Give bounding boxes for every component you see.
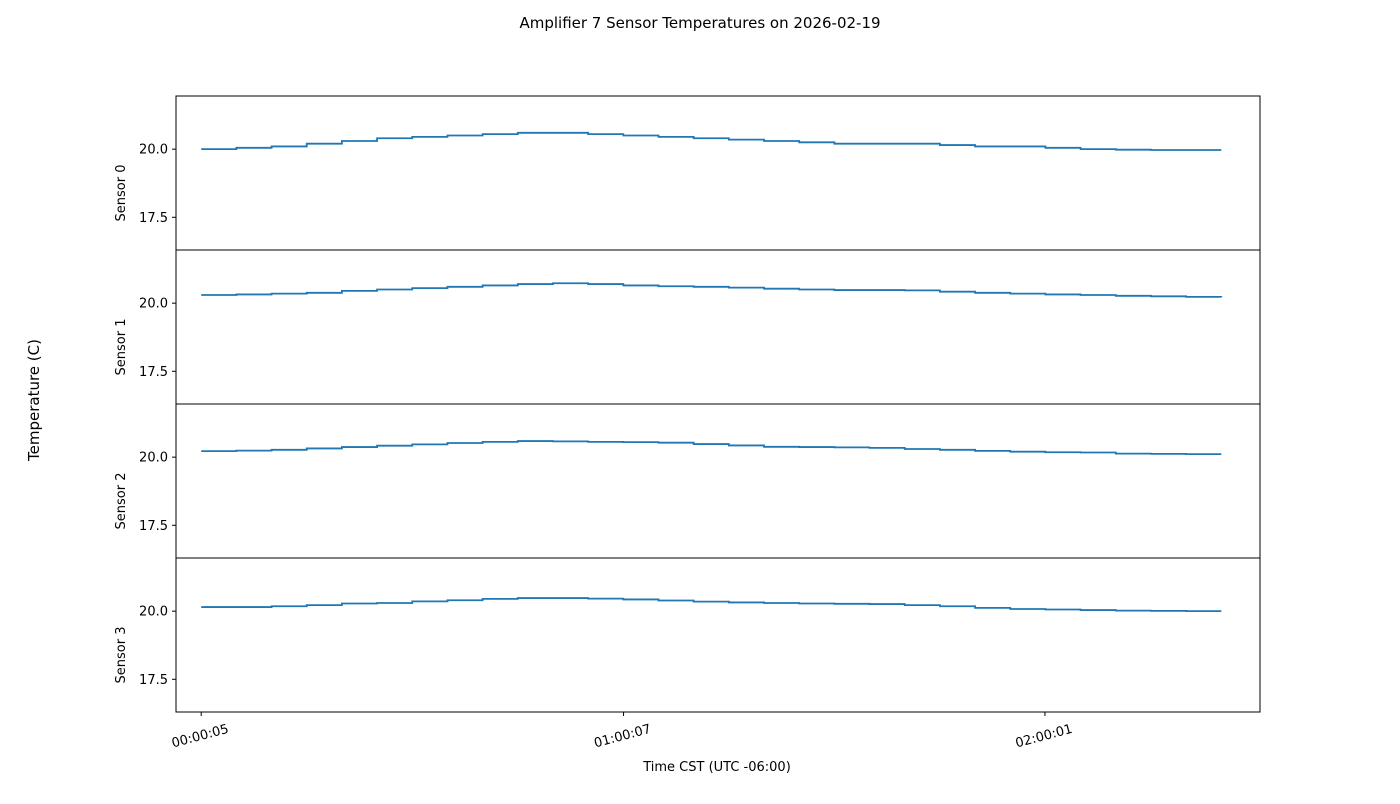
panel-frame-3 [175,557,1261,713]
x-axis-label: Time CST (UTC -06:00) [642,760,791,775]
series-line-sensor-1 [201,282,1223,298]
series-line-sensor-2 [201,440,1222,456]
panel-label-sensor-0: Sensor 0 [114,165,129,222]
y-tick-label: 17.5 [139,519,168,534]
series-line-sensor-0 [201,131,1222,151]
panel-label-sensor-1: Sensor 1 [114,319,129,376]
y-axis-label: Temperature (C) [25,339,43,462]
chart-title: Amplifier 7 Sensor Temperatures on 2026-… [519,14,880,32]
y-tick-label: 20.0 [139,451,168,466]
panel-label-sensor-3: Sensor 3 [114,627,129,684]
y-tick-label: 17.5 [139,673,168,688]
y-tick-label: 17.5 [139,365,168,380]
y-tick-label: 20.0 [139,605,168,620]
series-line-sensor-3 [201,597,1222,613]
x-tick-label: 02:00:01 [1014,722,1074,752]
panel-frame-1 [175,249,1261,405]
panel-label-sensor-2: Sensor 2 [114,473,129,530]
x-tick-label: 00:00:05 [170,722,230,752]
y-tick-label: 20.0 [139,297,168,312]
y-tick-label: 20.0 [139,143,168,158]
panel-frame-0 [175,95,1261,251]
panel-frame-2 [175,403,1261,559]
y-tick-label: 17.5 [139,211,168,226]
x-tick-label: 01:00:07 [593,722,653,752]
